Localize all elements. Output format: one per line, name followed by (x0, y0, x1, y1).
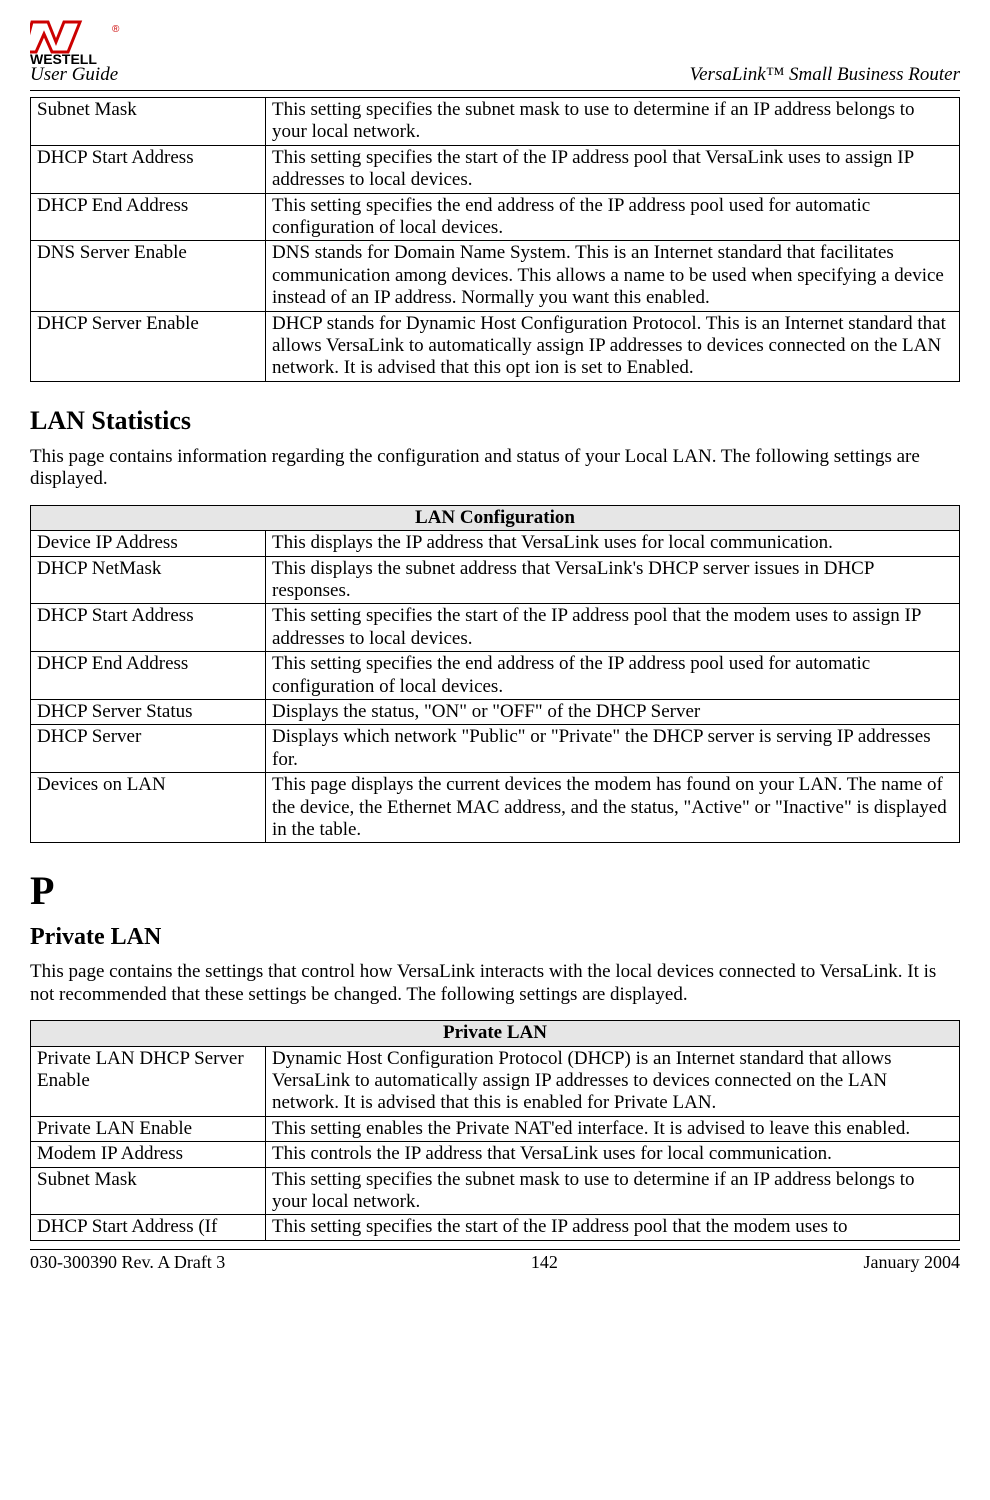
page-header: WESTELL ® User Guide VersaLink™ Small Bu… (30, 20, 960, 91)
setting-name: Modem IP Address (31, 1142, 266, 1167)
table-row: Modem IP AddressThis controls the IP add… (31, 1142, 960, 1167)
setting-name: Subnet Mask (31, 98, 266, 146)
private-lan-intro: This page contains the settings that con… (30, 961, 960, 1006)
setting-description: This setting enables the Private NAT'ed … (266, 1116, 960, 1141)
footer-left: 030-300390 Rev. A Draft 3 (30, 1252, 225, 1273)
table-row: DHCP Server StatusDisplays the status, "… (31, 699, 960, 724)
footer-center: 142 (531, 1252, 558, 1273)
table-row: DNS Server EnableDNS stands for Domain N… (31, 241, 960, 311)
setting-description: Displays the status, "ON" or "OFF" of th… (266, 699, 960, 724)
settings-table-1: Subnet MaskThis setting specifies the su… (30, 97, 960, 382)
svg-text:®: ® (112, 24, 120, 35)
table-row: DHCP Server EnableDHCP stands for Dynami… (31, 311, 960, 381)
setting-description: DHCP stands for Dynamic Host Configurati… (266, 311, 960, 381)
setting-description: This displays the subnet address that Ve… (266, 556, 960, 604)
lan-statistics-intro: This page contains information regarding… (30, 446, 960, 491)
private-lan-heading: Private LAN (30, 924, 960, 951)
setting-name: Subnet Mask (31, 1167, 266, 1215)
setting-name: DHCP Server (31, 725, 266, 773)
setting-description: Displays which network "Public" or "Priv… (266, 725, 960, 773)
section-letter-p: P (30, 867, 960, 914)
table-row: Private LAN EnableThis setting enables t… (31, 1116, 960, 1141)
setting-name: DHCP End Address (31, 652, 266, 700)
table-row: DHCP Start Address (IfThis setting speci… (31, 1215, 960, 1240)
table-row: DHCP NetMaskThis displays the subnet add… (31, 556, 960, 604)
setting-name: Private LAN DHCP Server Enable (31, 1046, 266, 1116)
setting-description: This controls the IP address that VersaL… (266, 1142, 960, 1167)
lan-config-header: LAN Configuration (31, 505, 960, 530)
header-right-text: VersaLink™ Small Business Router (690, 64, 960, 86)
setting-name: Devices on LAN (31, 773, 266, 843)
table-row: DHCP ServerDisplays which network "Publi… (31, 725, 960, 773)
lan-configuration-table: LAN Configuration Device IP AddressThis … (30, 505, 960, 844)
table-row: Private LAN DHCP Server EnableDynamic Ho… (31, 1046, 960, 1116)
footer-right: January 2004 (864, 1252, 960, 1273)
setting-description: This setting specifies the start of the … (266, 604, 960, 652)
setting-description: This setting specifies the start of the … (266, 1215, 960, 1240)
private-lan-table: Private LAN Private LAN DHCP Server Enab… (30, 1020, 960, 1241)
setting-description: This setting specifies the subnet mask t… (266, 98, 960, 146)
table-row: Device IP AddressThis displays the IP ad… (31, 531, 960, 556)
setting-description: This setting specifies the end address o… (266, 193, 960, 241)
setting-name: Private LAN Enable (31, 1116, 266, 1141)
westell-logo: WESTELL ® (30, 20, 130, 66)
table-row: DHCP Start AddressThis setting specifies… (31, 604, 960, 652)
table-row: Subnet MaskThis setting specifies the su… (31, 1167, 960, 1215)
setting-name: DNS Server Enable (31, 241, 266, 311)
setting-description: This setting specifies the start of the … (266, 145, 960, 193)
table-row: Devices on LANThis page displays the cur… (31, 773, 960, 843)
lan-statistics-heading: LAN Statistics (30, 406, 960, 436)
setting-description: This displays the IP address that VersaL… (266, 531, 960, 556)
table-row: DHCP Start AddressThis setting specifies… (31, 145, 960, 193)
setting-description: This setting specifies the subnet mask t… (266, 1167, 960, 1215)
setting-description: DNS stands for Domain Name System. This … (266, 241, 960, 311)
setting-name: DHCP Server Status (31, 699, 266, 724)
setting-name: Device IP Address (31, 531, 266, 556)
setting-name: DHCP Start Address (If (31, 1215, 266, 1240)
setting-name: DHCP Start Address (31, 604, 266, 652)
header-left-text: User Guide (30, 64, 118, 86)
table-row: DHCP End AddressThis setting specifies t… (31, 193, 960, 241)
page-footer: 030-300390 Rev. A Draft 3 142 January 20… (30, 1249, 960, 1273)
setting-name: DHCP NetMask (31, 556, 266, 604)
table-row: DHCP End AddressThis setting specifies t… (31, 652, 960, 700)
setting-name: DHCP End Address (31, 193, 266, 241)
table-row: Subnet MaskThis setting specifies the su… (31, 98, 960, 146)
setting-description: This page displays the current devices t… (266, 773, 960, 843)
setting-description: Dynamic Host Configuration Protocol (DHC… (266, 1046, 960, 1116)
setting-description: This setting specifies the end address o… (266, 652, 960, 700)
setting-name: DHCP Server Enable (31, 311, 266, 381)
setting-name: DHCP Start Address (31, 145, 266, 193)
private-lan-header: Private LAN (31, 1021, 960, 1046)
